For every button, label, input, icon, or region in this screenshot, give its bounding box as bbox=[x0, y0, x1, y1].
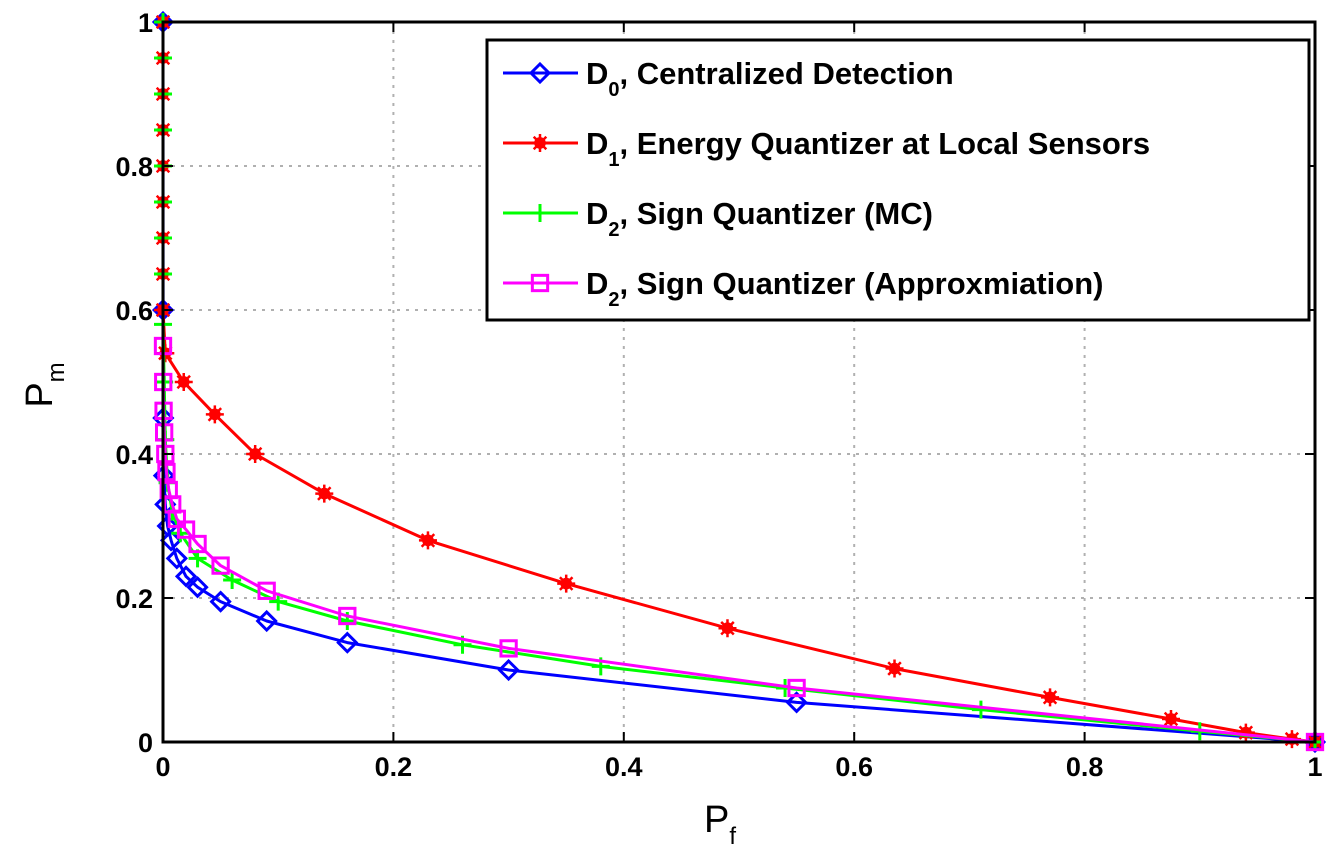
legend-label-main: D bbox=[586, 126, 608, 161]
square-marker bbox=[211, 556, 230, 575]
diamond-marker bbox=[528, 61, 552, 85]
star-marker bbox=[1041, 688, 1060, 707]
legend-label-rest: , Centralized Detection bbox=[620, 56, 954, 91]
y-axis-label-main: P bbox=[19, 382, 61, 407]
x-axis-label-sub: f bbox=[729, 823, 736, 850]
y-tick-label: 0.6 bbox=[115, 296, 153, 326]
legend-label-sub: 2 bbox=[608, 219, 619, 241]
square-marker bbox=[176, 520, 196, 539]
diamond-marker bbox=[255, 609, 278, 633]
plus-marker bbox=[531, 204, 549, 222]
legend-label: D2, Sign Quantizer (Approxmiation) bbox=[586, 266, 1103, 311]
square-marker bbox=[167, 509, 186, 528]
diamond-marker bbox=[336, 631, 359, 654]
diamond-marker bbox=[174, 565, 198, 588]
y-tick-label: 0.8 bbox=[115, 152, 153, 182]
legend-box bbox=[485, 38, 1311, 322]
square-marker bbox=[787, 678, 806, 698]
diamond-marker bbox=[209, 590, 232, 613]
axis-ticks: 0 0.2 0.4 0.6 0.8 1 0 0.2 0.4 0.6 0.8 1 bbox=[115, 8, 1322, 782]
legend-label-sub: 1 bbox=[608, 149, 619, 171]
legend-label: D1, Energy Quantizer at Local Sensors bbox=[586, 126, 1150, 171]
square-marker bbox=[499, 639, 518, 658]
legend-item: D1, Energy Quantizer at Local Sensors bbox=[503, 126, 1150, 171]
y-axis-label-sub: m bbox=[43, 362, 70, 382]
star-marker bbox=[718, 619, 737, 638]
x-tick-label: 0 bbox=[155, 752, 170, 782]
legend-item: D2, Sign Quantizer (Approxmiation) bbox=[503, 266, 1103, 311]
star-marker bbox=[315, 484, 334, 503]
x-tick-label: 0.2 bbox=[375, 752, 413, 782]
y-tick-label: 0.2 bbox=[115, 584, 153, 614]
legend-label-main: D bbox=[586, 196, 608, 231]
legend-item: D2, Sign Quantizer (MC) bbox=[503, 196, 933, 241]
x-tick-label: 0.6 bbox=[835, 752, 873, 782]
star-marker bbox=[246, 445, 265, 463]
square-marker bbox=[257, 581, 276, 600]
legend-label-rest: , Energy Quantizer at Local Sensors bbox=[620, 126, 1151, 161]
legend-label: D2, Sign Quantizer (MC) bbox=[586, 196, 933, 241]
legend-label-sub: 2 bbox=[608, 289, 619, 311]
x-tick-label: 0.8 bbox=[1066, 752, 1104, 782]
square-marker bbox=[188, 534, 207, 554]
x-axis-label-main: P bbox=[704, 799, 729, 841]
legend-label-sub: 0 bbox=[608, 79, 619, 101]
x-tick-label: 1 bbox=[1307, 752, 1322, 782]
star-marker bbox=[174, 373, 193, 391]
y-axis-label: Pm bbox=[19, 362, 70, 407]
y-tick-label: 1 bbox=[138, 8, 153, 38]
square-marker bbox=[338, 606, 357, 626]
legend-item: D0, Centralized Detection bbox=[503, 56, 954, 101]
x-tick-label: 0.4 bbox=[605, 752, 643, 782]
diamond-marker bbox=[785, 691, 808, 714]
plus-marker bbox=[223, 571, 242, 589]
diamond-marker bbox=[165, 547, 188, 570]
star-marker bbox=[205, 405, 224, 424]
legend-label-rest: , Sign Quantizer (MC) bbox=[620, 196, 933, 231]
star-marker bbox=[1162, 709, 1180, 728]
y-tick-label: 0.4 bbox=[115, 440, 153, 470]
star-marker bbox=[531, 134, 549, 152]
square-marker bbox=[157, 462, 176, 482]
x-axis-label: Pf bbox=[704, 799, 736, 850]
diamond-marker bbox=[186, 576, 209, 599]
plus-marker bbox=[971, 700, 990, 719]
legend-label-main: D bbox=[586, 266, 608, 301]
star-marker bbox=[557, 574, 576, 593]
legend-label-main: D bbox=[586, 56, 608, 91]
star-marker bbox=[418, 531, 437, 550]
plot-frame bbox=[161, 20, 1317, 744]
y-tick-label: 0 bbox=[138, 728, 153, 758]
legend-label-rest: , Sign Quantizer (Approxmiation) bbox=[620, 266, 1104, 301]
star-marker bbox=[885, 659, 904, 678]
legend-label: D0, Centralized Detection bbox=[586, 56, 954, 101]
square-marker bbox=[530, 273, 550, 293]
diamond-marker bbox=[497, 658, 520, 682]
